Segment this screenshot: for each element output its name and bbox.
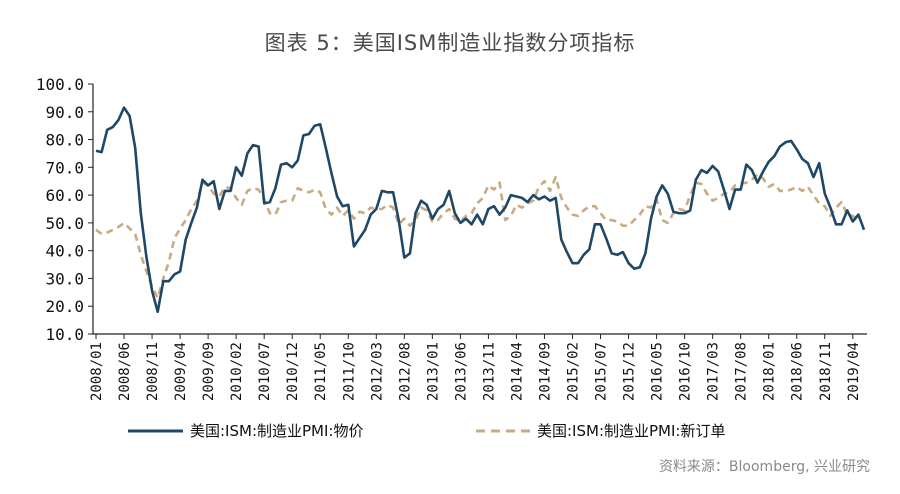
y-tick-label: 50.0 — [45, 214, 84, 233]
y-tick-label: 60.0 — [45, 186, 84, 205]
y-tick-label: 20.0 — [45, 297, 84, 316]
series-line-new-orders — [95, 173, 860, 300]
legend-label-new-orders: 美国:ISM:制造业PMI:新订单 — [537, 422, 725, 440]
x-tick-label: 2011/10 — [341, 342, 357, 401]
series-line-prices — [95, 106, 866, 314]
x-tick-label: 2012/03 — [369, 342, 385, 401]
x-tick-label: 2010/07 — [257, 342, 273, 401]
y-axis: 100.0 90.0 80.0 70.0 60.0 50.0 40.0 30.0 20.0 10.… — [36, 75, 94, 344]
x-tick-label: 2010/02 — [229, 342, 245, 401]
source-note: 资料来源：Bloomberg, 兴业研究 — [658, 459, 870, 475]
x-tick-label: 2016/10 — [678, 342, 694, 401]
x-tick-label: 2016/05 — [650, 342, 666, 401]
x-tick-label: 2017/03 — [706, 342, 722, 401]
x-tick-label: 2015/12 — [622, 342, 638, 401]
y-tick-label: 90.0 — [45, 103, 84, 122]
y-tick-label: 100.0 — [36, 75, 84, 94]
x-tick-label: 2014/09 — [537, 342, 553, 401]
x-tick-label: 2013/06 — [453, 342, 469, 401]
x-tick-label: 2017/08 — [734, 342, 750, 401]
chart-title: 图表 5：美国ISM制造业指数分项指标 — [264, 31, 636, 55]
x-tick-label: 2009/09 — [201, 342, 217, 401]
y-tick-label: 10.0 — [45, 325, 84, 344]
x-tick-label: 2013/01 — [425, 342, 441, 401]
x-tick-label: 2008/11 — [145, 342, 161, 401]
x-tick-label: 2015/02 — [565, 342, 581, 401]
x-tick-label: 2010/12 — [285, 342, 301, 401]
x-tick-label: 2018/06 — [790, 342, 806, 401]
x-tick-label: 2011/05 — [313, 342, 329, 401]
x-tick-label: 2018/01 — [762, 342, 778, 401]
y-tick-label: 40.0 — [45, 242, 84, 261]
y-tick-label: 70.0 — [45, 158, 84, 177]
x-tick-label: 2018/11 — [818, 342, 834, 401]
x-tick-label: 2013/11 — [481, 342, 497, 401]
x-tick-label: 2008/06 — [117, 342, 133, 401]
x-tick-label: 2009/04 — [173, 342, 189, 401]
x-tick-label: 2008/01 — [89, 342, 105, 401]
x-tick-label: 2012/08 — [397, 342, 413, 401]
x-axis: 2008/01 2008/06 2008/11 2009/04 2009/09 2010/… — [89, 333, 867, 401]
y-tick-label: 30.0 — [45, 269, 84, 288]
legend: 美国:ISM:制造业PMI:物价 美国:ISM:制造业PMI:新订单 — [128, 422, 725, 440]
x-tick-label: 2014/04 — [509, 342, 525, 401]
x-tick-label: 2019/04 — [846, 342, 862, 401]
legend-label-prices: 美国:ISM:制造业PMI:物价 — [190, 422, 363, 440]
x-tick-label: 2015/07 — [594, 342, 610, 401]
y-tick-label: 80.0 — [45, 131, 84, 150]
plot-lines — [95, 106, 866, 314]
